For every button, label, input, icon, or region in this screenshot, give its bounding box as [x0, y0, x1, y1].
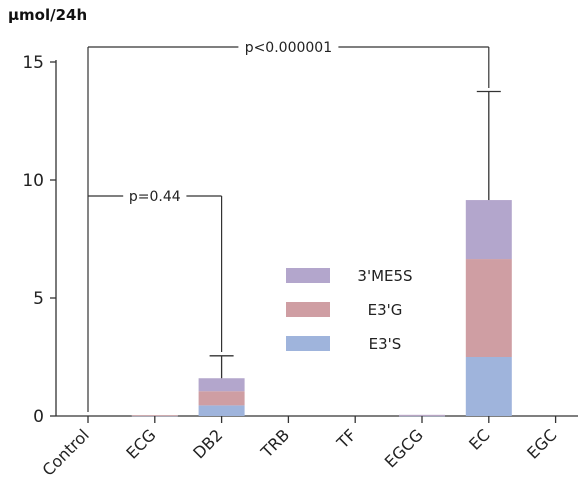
bar-segment — [399, 414, 445, 416]
bar-segment — [465, 357, 512, 416]
bar-segment — [399, 415, 445, 417]
y-tick-label: 10 — [22, 171, 44, 191]
bar-segment — [198, 378, 245, 392]
x-tick-label: EGCG — [381, 425, 427, 471]
significance-label: p<0.000001 — [245, 40, 332, 56]
y-tick-label: 5 — [33, 289, 44, 309]
bar-segment — [465, 200, 512, 260]
bar-segment — [198, 405, 245, 416]
bar-segment — [465, 259, 512, 357]
x-tick-label: ECG — [122, 425, 159, 462]
legend-label: 3'ME5S — [357, 267, 412, 285]
legend-swatch — [286, 268, 330, 283]
y-axis-unit-label: µmol/24h — [8, 6, 88, 24]
x-tick-label: DB2 — [189, 425, 226, 462]
bar-segment — [131, 415, 178, 417]
significance-label: p=0.44 — [129, 189, 181, 205]
x-tick-label: TF — [332, 425, 360, 453]
y-tick-label: 15 — [22, 53, 44, 73]
x-tick-label: EC — [465, 425, 493, 453]
legend-label: E3'S — [369, 335, 402, 353]
legend-label: E3'G — [368, 301, 403, 319]
legend-swatch — [286, 302, 330, 317]
x-tick-label: TRB — [257, 425, 294, 462]
legend-swatch — [286, 336, 330, 351]
x-tick-label: EGC — [523, 425, 560, 462]
bar-segment — [198, 391, 245, 406]
y-tick-label: 0 — [33, 407, 44, 427]
x-tick-label: Control — [38, 425, 92, 479]
